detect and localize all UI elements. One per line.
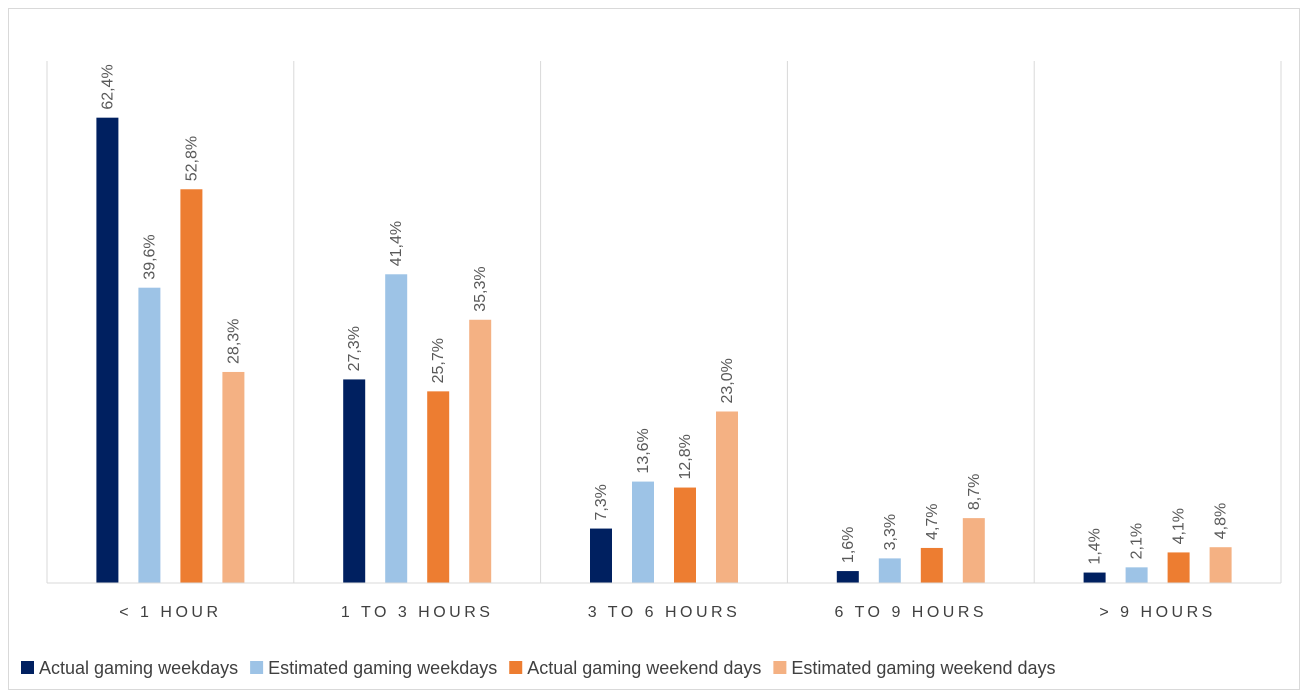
data-label: 39,6% <box>141 234 158 279</box>
legend-swatch <box>773 661 787 674</box>
bar <box>1125 567 1148 583</box>
category-separators <box>46 61 1282 583</box>
bar <box>962 518 985 583</box>
bar <box>1167 552 1190 583</box>
data-label: 23,0% <box>719 358 736 403</box>
bar <box>632 481 654 583</box>
bar <box>674 487 696 583</box>
category-label: 1 TO 3 HOURS <box>341 604 494 621</box>
legend-label: Actual gaming weekend days <box>527 658 761 678</box>
legend-swatch <box>250 661 264 674</box>
data-label: 4,1% <box>1171 508 1188 544</box>
category-label: > 9 HOURS <box>1099 604 1215 621</box>
data-label: 7,3% <box>593 484 610 520</box>
data-label: 28,3% <box>225 319 242 364</box>
data-label: 35,3% <box>472 266 489 311</box>
data-label: 25,7% <box>430 338 447 383</box>
data-label: 8,7% <box>966 474 983 510</box>
data-label: 1,4% <box>1087 528 1104 564</box>
category-label: 6 TO 9 HOURS <box>835 604 988 621</box>
bar <box>222 371 245 583</box>
data-label: 4,7% <box>924 503 941 539</box>
bar <box>180 189 203 583</box>
legend-label: Estimated gaming weekdays <box>268 658 497 678</box>
data-label: 41,4% <box>388 221 405 266</box>
chart-frame: 62,4% 39,6% 52,8% 28,3% 27,3% 41,4% 25,7% 35,3%… <box>8 8 1300 690</box>
bar <box>590 528 612 583</box>
category-label: < 1 HOUR <box>119 604 221 621</box>
data-label: 62,4% <box>99 64 116 109</box>
data-labels: 62,4% 39,6% 52,8% 28,3% 27,3% 41,4% 25,7% 35,3%… <box>99 64 1229 564</box>
data-label: 3,3% <box>882 514 899 550</box>
bar <box>385 274 408 583</box>
legend-swatch <box>509 661 523 674</box>
data-label: 2,1% <box>1129 523 1146 559</box>
category-label: 3 TO 6 HOURS <box>588 604 741 621</box>
bar <box>469 319 492 583</box>
data-label: 27,3% <box>346 326 363 371</box>
bar <box>716 411 738 583</box>
legend-label: Actual gaming weekdays <box>39 658 238 678</box>
bar-chart: 62,4% 39,6% 52,8% 28,3% 27,3% 41,4% 25,7% 35,3%… <box>21 61 1282 678</box>
legend-swatch <box>21 661 34 674</box>
bar <box>878 558 901 583</box>
data-label: 12,8% <box>677 434 694 479</box>
data-label: 13,6% <box>635 428 652 473</box>
bar <box>1083 572 1106 583</box>
bar <box>1209 547 1232 583</box>
legend-label: Estimated gaming weekend days <box>791 658 1055 678</box>
bar <box>427 391 450 583</box>
bar <box>138 287 161 583</box>
bar <box>920 547 943 583</box>
bar <box>343 379 366 583</box>
bars <box>96 117 1232 583</box>
data-label: 4,8% <box>1213 503 1230 539</box>
data-label: 52,8% <box>183 136 200 181</box>
legend: Actual gaming weekdays Estimated gaming w… <box>21 658 1056 678</box>
bar <box>836 571 859 583</box>
category-labels: < 1 HOUR 1 TO 3 HOURS 3 TO 6 HOURS 6 TO 9 H… <box>119 604 1215 621</box>
data-label: 1,6% <box>840 527 857 563</box>
bar <box>96 117 119 583</box>
